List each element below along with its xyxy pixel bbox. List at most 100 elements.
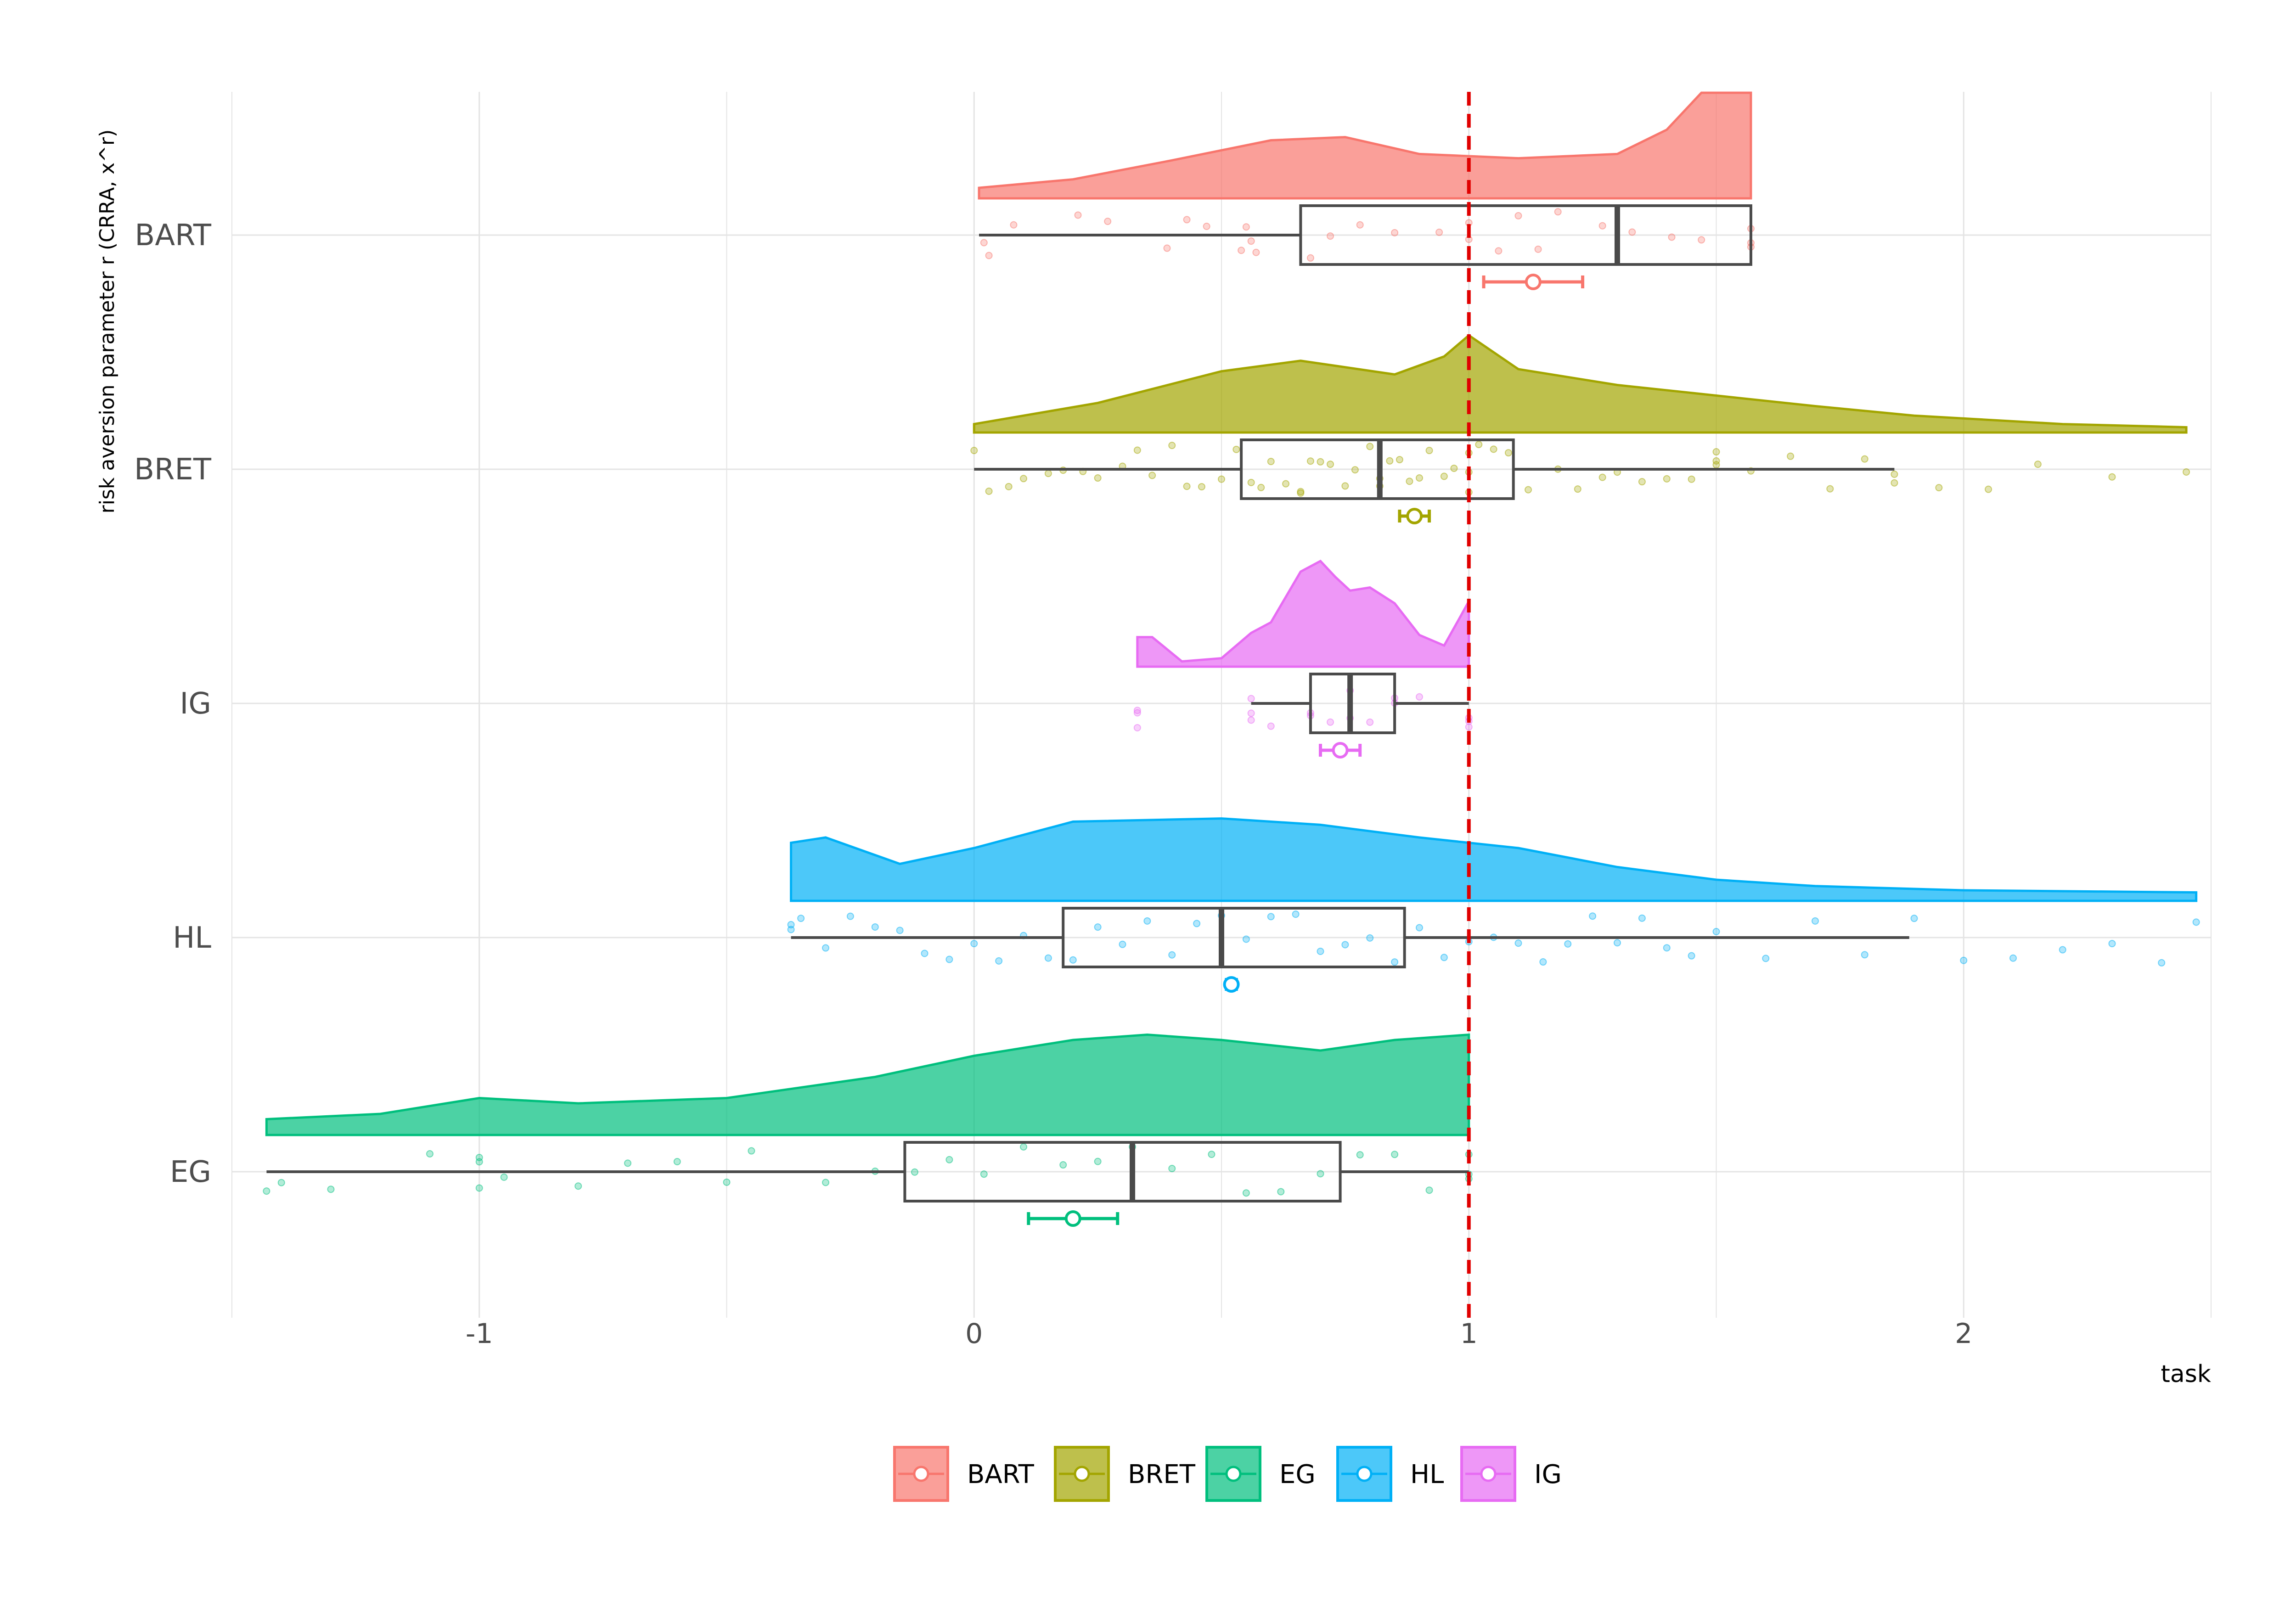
- data-point-bret: [1425, 447, 1433, 455]
- legend-key-marker: [1356, 1466, 1373, 1482]
- data-point-hl: [1514, 939, 1522, 947]
- data-point-eg: [980, 1170, 988, 1178]
- data-point-eg: [1425, 1186, 1433, 1194]
- data-point-bret: [1406, 478, 1413, 485]
- x-tick-label: 2: [1955, 1318, 1972, 1350]
- data-point-ig: [1465, 723, 1473, 731]
- data-point-eg: [1059, 1161, 1067, 1169]
- data-point-bret: [1168, 442, 1176, 450]
- x-tick-label: -1: [466, 1318, 493, 1350]
- data-point-bret: [1638, 478, 1646, 486]
- legend-key-marker: [913, 1466, 929, 1482]
- data-point-bret: [1935, 484, 1943, 492]
- data-point-bret: [1351, 466, 1359, 474]
- data-point-eg: [500, 1173, 508, 1181]
- data-point-ig: [1247, 716, 1255, 724]
- data-point-hl: [1960, 956, 1968, 964]
- data-point-bart: [1163, 244, 1171, 252]
- data-point-hl: [1143, 917, 1151, 925]
- data-point-eg: [624, 1159, 631, 1167]
- data-point-hl: [1094, 923, 1102, 931]
- data-point-bret: [1826, 485, 1834, 493]
- data-point-eg: [1168, 1164, 1176, 1172]
- legend-key-marker: [1074, 1466, 1090, 1482]
- axis-layer: -1 0 1 2 BART BRET IG HL EG: [134, 219, 1972, 1350]
- data-point-bart: [1203, 223, 1210, 230]
- data-point-eg: [475, 1184, 483, 1192]
- data-point-hl: [1168, 951, 1176, 959]
- data-point-bart: [1356, 221, 1364, 229]
- data-point-eg: [1317, 1170, 1324, 1178]
- data-point-bret: [1525, 486, 1532, 494]
- density-cloud-bret: [973, 334, 2188, 434]
- data-point-bart: [1391, 229, 1399, 236]
- data-point-bret: [2108, 473, 2116, 481]
- data-point-bart: [1514, 212, 1522, 219]
- data-point-hl: [1242, 935, 1250, 943]
- data-point-bart: [1238, 247, 1245, 254]
- legend-label-bart: BART: [967, 1460, 1035, 1489]
- data-point-bart: [1668, 233, 1676, 241]
- data-point-hl: [945, 955, 953, 963]
- data-point-bart: [1435, 228, 1443, 236]
- data-point-bret: [1396, 456, 1403, 464]
- data-point-ig: [1133, 724, 1141, 731]
- data-point-bret: [2183, 468, 2190, 476]
- data-point-ig: [1247, 709, 1255, 717]
- data-point-hl: [1688, 952, 1695, 960]
- data-point-hl: [871, 923, 879, 931]
- data-point-bart: [1104, 218, 1112, 225]
- density-cloud-hl: [790, 817, 2198, 902]
- data-point-bart: [985, 252, 993, 259]
- data-point-bret: [1257, 483, 1265, 491]
- x-axis-title: task: [2161, 1360, 2211, 1388]
- data-point-eg: [1391, 1151, 1399, 1158]
- data-point-bret: [1218, 475, 1225, 483]
- data-point-bret: [1475, 441, 1483, 449]
- x-tick-label: 0: [965, 1318, 983, 1350]
- data-point-hl: [822, 944, 829, 952]
- data-point-hl: [1193, 920, 1201, 927]
- data-point-bret: [1712, 457, 1720, 465]
- data-point-ig: [1133, 707, 1141, 714]
- data-point-hl: [2059, 946, 2066, 954]
- data-point-bret: [1688, 475, 1695, 483]
- data-point-bart: [1183, 216, 1191, 224]
- data-point-bret: [1985, 485, 1992, 493]
- data-point-hl: [1416, 924, 1423, 932]
- data-point-bart: [1252, 248, 1260, 256]
- data-point-bret: [1267, 458, 1275, 466]
- mean-marker-ig: [1332, 742, 1349, 759]
- data-point-bret: [1133, 446, 1141, 454]
- data-point-bret: [1297, 489, 1305, 497]
- data-point-hl: [896, 927, 904, 934]
- data-point-bret: [1504, 449, 1512, 457]
- data-point-hl: [2009, 954, 2017, 962]
- data-point-eg: [277, 1179, 285, 1186]
- data-point-bret: [1891, 479, 1898, 487]
- data-point-eg: [263, 1187, 270, 1195]
- data-point-bret: [1306, 457, 1314, 465]
- data-point-hl: [1663, 944, 1671, 952]
- data-point-eg: [327, 1186, 335, 1193]
- data-point-eg: [1208, 1151, 1216, 1158]
- data-point-bret: [1282, 480, 1290, 488]
- data-point-eg: [1094, 1157, 1102, 1165]
- legend-label-hl: HL: [1410, 1460, 1444, 1489]
- data-point-bart: [980, 239, 988, 247]
- data-point-bret: [1044, 470, 1052, 478]
- data-point-bret: [1341, 482, 1349, 490]
- density-cloud-bart: [978, 91, 1752, 200]
- data-point-bret: [1416, 474, 1423, 482]
- data-point-bart: [1495, 247, 1503, 255]
- data-point-eg: [475, 1158, 483, 1166]
- data-point-eg: [723, 1178, 731, 1186]
- legend-label-bret: BRET: [1128, 1460, 1196, 1489]
- mean-marker-bart: [1525, 274, 1542, 290]
- box-hl: [1062, 907, 1406, 968]
- data-point-bret: [1094, 474, 1102, 482]
- data-point-eg: [911, 1168, 918, 1176]
- data-point-hl: [797, 915, 805, 922]
- data-point-ig: [1327, 718, 1334, 726]
